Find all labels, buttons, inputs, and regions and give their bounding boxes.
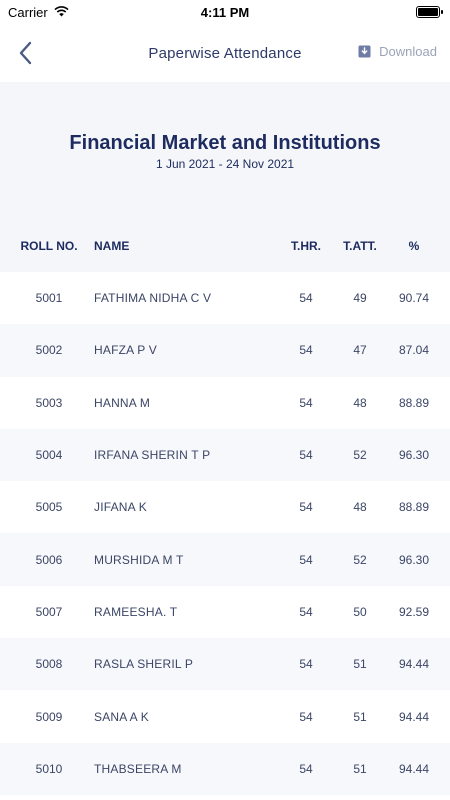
cell-roll: 5001 xyxy=(35,291,63,306)
download-label: Download xyxy=(379,44,437,59)
chevron-left-icon xyxy=(19,41,32,65)
cell-percentage: 90.74 xyxy=(398,291,430,306)
cell-total-attended: 51 xyxy=(353,657,367,672)
table-row: 5006 MURSHIDA M T 54 52 96.30 xyxy=(0,533,450,586)
status-bar: Carrier 4:11 PM xyxy=(0,0,450,24)
table-row: 5010 THABSEERA M 54 51 94.44 xyxy=(0,742,450,795)
cell-total-hours: 54 xyxy=(299,291,313,306)
cell-total-attended: 52 xyxy=(353,448,367,463)
cell-percentage: 96.30 xyxy=(398,448,430,463)
cell-total-hours: 54 xyxy=(299,709,313,724)
column-header-name: NAME xyxy=(94,239,130,253)
cell-total-hours: 54 xyxy=(299,448,313,463)
cell-name: FATHIMA NIDHA C V xyxy=(94,291,212,306)
cell-total-attended: 47 xyxy=(353,343,367,358)
cell-percentage: 92.59 xyxy=(398,604,430,619)
report-header: Financial Market and Institutions 1 Jun … xyxy=(0,82,450,220)
column-header-percentage: % xyxy=(408,239,420,253)
date-range: 1 Jun 2021 - 24 Nov 2021 xyxy=(155,157,295,171)
cell-total-attended: 48 xyxy=(353,500,367,515)
table-header: ROLL NO. NAME T.HR. T.ATT. % xyxy=(0,220,450,272)
cell-name: THABSEERA M xyxy=(94,761,182,776)
cell-total-attended: 49 xyxy=(353,291,367,306)
cell-percentage: 94.44 xyxy=(398,657,430,672)
cell-total-hours: 54 xyxy=(299,604,313,619)
page-title: Paperwise Attendance xyxy=(148,44,302,62)
cell-roll: 5009 xyxy=(35,709,63,724)
cell-roll: 5003 xyxy=(35,395,63,410)
cell-total-hours: 54 xyxy=(299,657,313,672)
cell-total-attended: 51 xyxy=(353,761,367,776)
cell-name: RASLA SHERIL P xyxy=(94,657,194,672)
battery-icon xyxy=(416,6,443,18)
cell-percentage: 94.44 xyxy=(398,709,430,724)
cell-roll: 5005 xyxy=(35,500,63,515)
cell-total-hours: 54 xyxy=(299,343,313,358)
course-title: Financial Market and Institutions xyxy=(69,132,381,154)
download-button[interactable]: Download xyxy=(358,44,437,59)
table-row: 5005 JIFANA K 54 48 88.89 xyxy=(0,481,450,533)
cell-percentage: 88.89 xyxy=(398,395,430,410)
cell-roll: 5007 xyxy=(35,604,63,619)
cell-roll: 5002 xyxy=(35,343,63,358)
table-row: 5002 HAFZA P V 54 47 87.04 xyxy=(0,324,450,377)
cell-name: JIFANA K xyxy=(94,500,147,515)
cell-roll: 5006 xyxy=(35,552,63,567)
cell-total-hours: 54 xyxy=(299,552,313,567)
cell-name: HAFZA P V xyxy=(94,343,157,358)
wifi-icon xyxy=(54,5,69,20)
cell-total-attended: 52 xyxy=(353,552,367,567)
cell-total-attended: 51 xyxy=(353,709,367,724)
status-left: Carrier xyxy=(8,5,69,20)
attendance-table: 5001 FATHIMA NIDHA C V 54 49 90.74 5002 … xyxy=(0,272,450,795)
cell-total-attended: 48 xyxy=(353,395,367,410)
cell-name: HANNA M xyxy=(94,395,151,410)
download-icon xyxy=(358,45,371,58)
status-time: 4:11 PM xyxy=(200,4,250,20)
cell-total-hours: 54 xyxy=(299,395,313,410)
cell-name: MURSHIDA M T xyxy=(94,552,184,567)
cell-name: SANA A K xyxy=(94,709,149,724)
column-header-roll: ROLL NO. xyxy=(20,239,78,253)
cell-name: RAMEESHA. T xyxy=(94,604,178,619)
cell-name: IRFANA SHERIN T P xyxy=(94,448,211,463)
cell-percentage: 94.44 xyxy=(398,761,430,776)
back-button[interactable] xyxy=(12,38,38,68)
table-row: 5004 IRFANA SHERIN T P 54 52 96.30 xyxy=(0,428,450,482)
cell-roll: 5004 xyxy=(35,448,63,463)
table-row: 5003 HANNA M 54 48 88.89 xyxy=(0,377,450,429)
table-row: 5008 RASLA SHERIL P 54 51 94.44 xyxy=(0,638,450,691)
cell-roll: 5008 xyxy=(35,657,63,672)
table-row: 5001 FATHIMA NIDHA C V 54 49 90.74 xyxy=(0,272,450,324)
cell-percentage: 87.04 xyxy=(398,343,430,358)
cell-percentage: 96.30 xyxy=(398,552,430,567)
column-header-total-attended: T.ATT. xyxy=(343,239,377,253)
cell-roll: 5010 xyxy=(35,761,63,776)
table-row: 5009 SANA A K 54 51 94.44 xyxy=(0,690,450,742)
cell-percentage: 88.89 xyxy=(398,500,430,515)
carrier-label: Carrier xyxy=(8,4,48,20)
cell-total-attended: 50 xyxy=(353,604,367,619)
column-header-total-hours: T.HR. xyxy=(291,239,321,253)
table-row: 5007 RAMEESHA. T 54 50 92.59 xyxy=(0,586,450,638)
cell-total-hours: 54 xyxy=(299,500,313,515)
cell-total-hours: 54 xyxy=(299,761,313,776)
nav-bar: Paperwise Attendance Download xyxy=(0,24,450,82)
